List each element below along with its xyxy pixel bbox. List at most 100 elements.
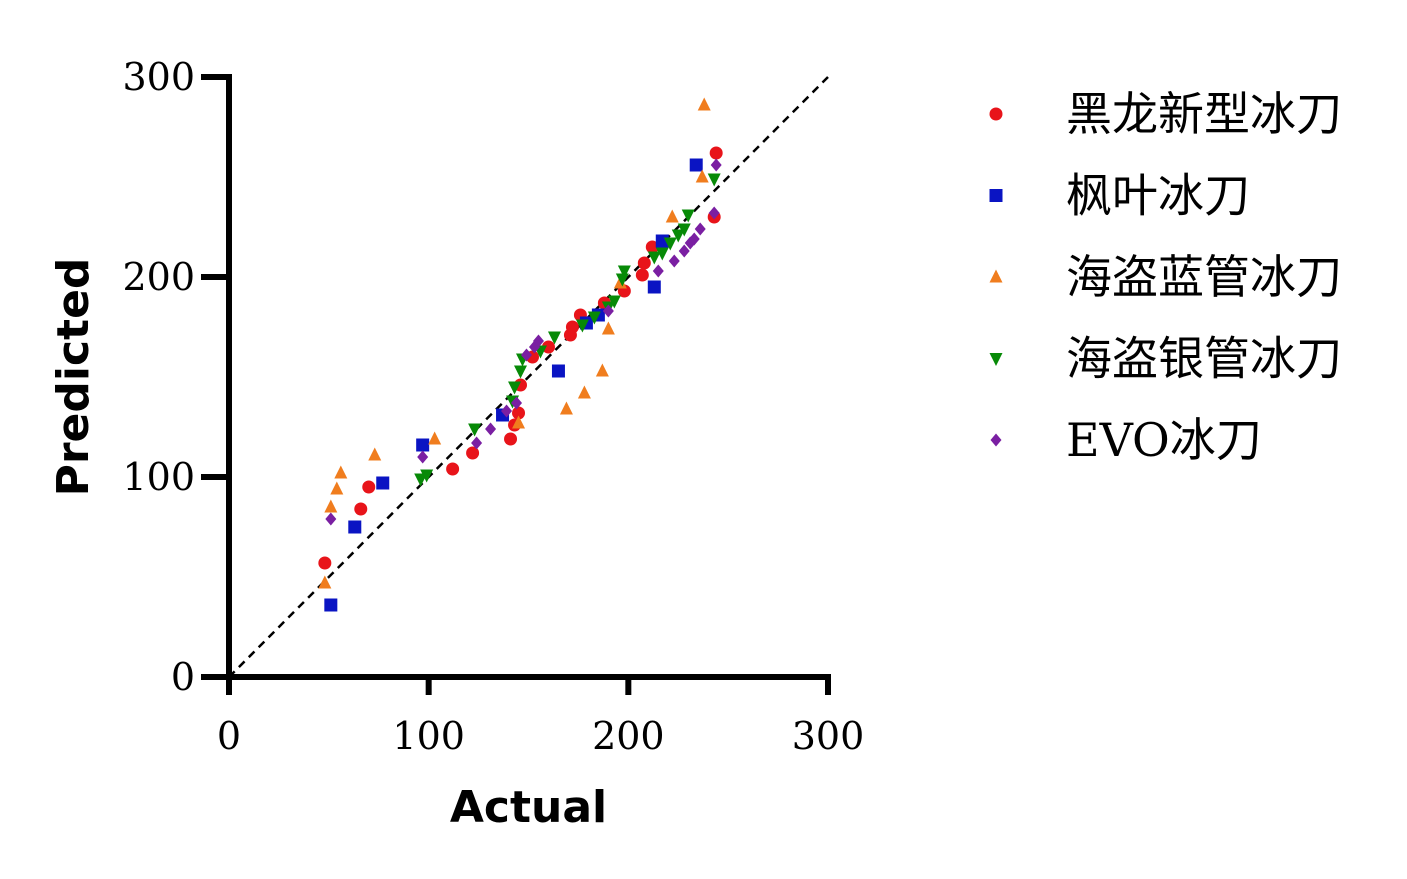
data-points: [318, 97, 723, 612]
data-point: [468, 423, 482, 437]
data-point: [607, 295, 621, 309]
data-point: [318, 556, 332, 570]
data-point: [446, 462, 460, 476]
axes: [226, 74, 831, 680]
data-point: [485, 422, 497, 436]
data-point: [325, 512, 337, 526]
legend-marker: [989, 269, 1003, 283]
data-point: [678, 244, 690, 258]
data-point: [504, 432, 518, 446]
data-point: [645, 240, 659, 254]
legend-item: EVO冰刀: [990, 413, 1262, 467]
data-point: [668, 254, 680, 268]
x-tick-label: 100: [392, 714, 465, 758]
data-point: [663, 237, 677, 251]
data-point: [508, 381, 522, 395]
data-point: [694, 222, 706, 236]
data-point: [466, 446, 480, 460]
data-point: [601, 321, 615, 335]
legend-label: 海盗蓝管冰刀: [1066, 250, 1342, 304]
data-point: [471, 436, 483, 450]
x-tick-label: 0: [217, 714, 241, 758]
y-tick-label: 0: [171, 655, 195, 699]
data-point: [348, 520, 362, 534]
x-axis-title: Actual: [450, 782, 607, 833]
data-point: [587, 311, 601, 325]
data-point: [697, 97, 711, 111]
data-point: [324, 598, 338, 612]
data-point: [635, 268, 649, 282]
data-point: [708, 206, 720, 220]
data-point: [575, 319, 589, 333]
data-point: [512, 406, 526, 420]
data-point: [416, 438, 430, 452]
data-point: [689, 158, 703, 172]
identity-reference-line: [228, 76, 829, 678]
data-point: [637, 256, 651, 270]
data-point: [368, 447, 382, 461]
series-4-points: [414, 173, 721, 487]
legend-marker: [989, 189, 1003, 202]
data-point: [551, 364, 565, 378]
data-point: [330, 481, 344, 495]
x-tick-label: 200: [592, 714, 665, 758]
data-point: [710, 158, 722, 172]
data-point: [318, 575, 332, 589]
data-point: [602, 304, 614, 318]
legend-marker: [989, 107, 1003, 121]
data-point: [376, 476, 390, 490]
data-point: [707, 173, 721, 187]
data-point: [652, 264, 664, 278]
y-axis-title: Predicted: [48, 258, 99, 497]
legend-item: 海盗银管冰刀: [989, 332, 1342, 386]
x-axis-ticks: 0 100 200 300: [217, 677, 864, 758]
data-point: [647, 280, 661, 294]
y-tick-label: 100: [122, 455, 195, 499]
data-point: [501, 404, 513, 418]
legend-marker: [989, 353, 1003, 366]
data-point: [521, 348, 533, 362]
legend-label: 海盗银管冰刀: [1066, 332, 1342, 386]
data-point: [334, 465, 348, 479]
data-point: [541, 340, 555, 354]
legend-item: 黑龙新型冰刀: [989, 87, 1342, 141]
data-point: [511, 396, 523, 410]
data-point: [420, 469, 434, 483]
data-point: [617, 265, 631, 279]
data-point: [362, 480, 376, 494]
data-point: [677, 223, 691, 237]
data-point: [671, 229, 685, 243]
data-point: [695, 169, 709, 183]
data-point: [559, 401, 573, 415]
data-point: [428, 431, 442, 445]
data-point: [665, 209, 679, 223]
data-point: [547, 331, 561, 345]
legend-marker: [990, 433, 1002, 447]
data-point: [532, 334, 544, 348]
data-point: [655, 247, 669, 261]
legend-label: 枫叶冰刀: [1066, 169, 1250, 223]
data-point: [709, 146, 723, 160]
legend-item: 海盗蓝管冰刀: [989, 250, 1342, 304]
y-tick-label: 200: [122, 255, 195, 299]
legend-label: 黑龙新型冰刀: [1066, 87, 1342, 141]
data-point: [615, 273, 629, 287]
data-point: [565, 320, 579, 334]
data-point: [512, 415, 526, 429]
data-point: [577, 385, 591, 399]
legend-item: 枫叶冰刀: [989, 169, 1250, 223]
data-point: [514, 365, 528, 379]
data-point: [688, 232, 700, 246]
y-axis-ticks: 0 100 200 300: [122, 55, 229, 699]
data-point: [354, 502, 368, 516]
series-5-points: [325, 158, 722, 526]
series-3-points: [318, 97, 711, 589]
y-tick-label: 300: [122, 55, 195, 99]
data-point: [417, 450, 429, 464]
data-point: [324, 499, 338, 513]
legend-label: EVO冰刀: [1066, 413, 1262, 467]
data-point: [681, 209, 695, 223]
data-point: [647, 251, 661, 265]
